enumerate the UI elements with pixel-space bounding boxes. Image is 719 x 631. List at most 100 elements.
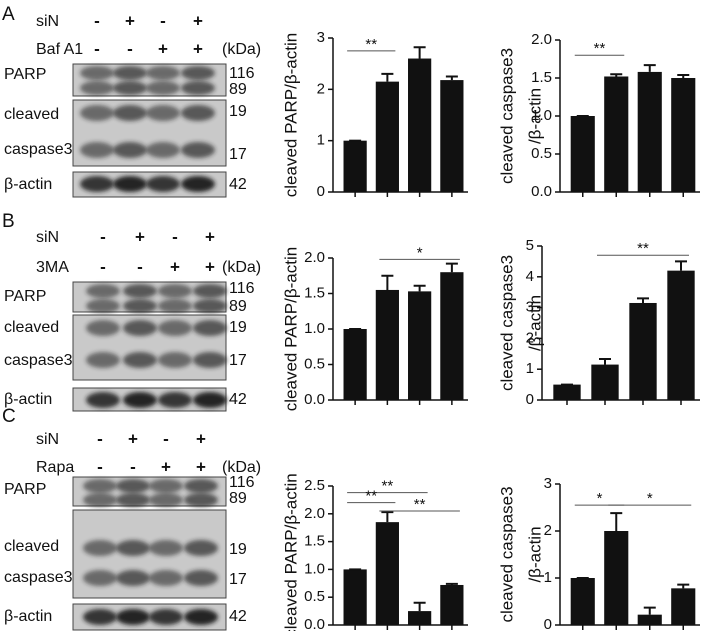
panel-letter: A [2,4,15,25]
kda-value: 17 [229,352,247,369]
treatment-sign: + [128,429,138,448]
bar [604,531,629,625]
significance-label: ** [594,40,606,57]
bar [440,272,464,400]
blot-band [80,81,114,95]
significance-label: * [647,490,653,507]
blot-band [123,284,157,298]
significance-label: * [417,244,423,261]
band-label: caspase3 [4,569,73,586]
kda-value: 42 [229,608,247,625]
treatment-label: siN [36,431,59,448]
blot-band [158,299,192,313]
error-bar [413,601,426,612]
kda-value: 116 [229,280,255,297]
blot-band [193,392,227,408]
treatment-sign: - [160,11,166,30]
significance-label: ** [365,36,377,53]
band-label: cleaved [4,106,59,123]
blot-band [149,540,183,556]
blot-band [113,176,147,192]
blot-band [113,66,147,80]
bar [591,364,619,400]
kda-unit: (kDa) [222,459,261,476]
y-tick-label: 2 [317,80,325,97]
error-bar [637,297,649,303]
blot-band [83,609,117,625]
blot-band [86,284,120,298]
blot-band [149,479,183,493]
blot-band [116,609,150,625]
bar [375,289,399,400]
treatment-sign: - [100,257,106,276]
kda-value: 116 [229,65,255,82]
y-axis-label: cleaved caspase3 [497,255,516,391]
treatment-sign: - [127,39,133,58]
error-bar [445,75,458,81]
band-label: β-actin [4,176,52,193]
error-bar [599,358,611,365]
blot-band [158,352,192,368]
blot-band [181,105,215,121]
blot-band [184,570,218,586]
y-tick-label: 0 [526,391,534,408]
bar [408,611,432,625]
blot-band [86,320,120,336]
kda-value: 19 [229,103,247,120]
band-label: PARP [4,288,46,305]
error-bar [675,260,687,271]
treatment-sign: + [170,257,180,276]
y-tick-label: 2 [526,329,534,346]
error-bar [381,274,394,290]
blot-band [158,284,192,298]
blot-band [181,142,215,158]
blot-band [83,570,117,586]
blot-band [193,299,227,313]
y-axis-label: cleaved PARP/β-actin [281,473,300,631]
blot-band [184,479,218,493]
error-bar [643,64,656,72]
blot-band [123,320,157,336]
kda-value: 89 [229,490,247,507]
kda-unit: (kDa) [222,259,261,276]
blot-band [181,81,215,95]
y-tick-label: 3 [526,299,534,316]
y-axis-label: cleaved caspase3 [497,486,516,622]
blot-band [83,540,117,556]
bar [570,578,595,625]
bar [637,71,662,192]
blot-band [158,392,192,408]
y-tick-label: 2.0 [304,505,325,522]
significance-label: ** [414,496,426,513]
y-tick-label: 1 [544,569,552,586]
treatment-sign: - [94,11,100,30]
kda-value: 19 [229,541,247,558]
error-bar [610,73,623,77]
blot-band [116,479,150,493]
treatment-sign: + [205,227,215,246]
y-tick-label: 4 [526,268,534,285]
treatment-sign: + [193,11,203,30]
blot-band [158,320,192,336]
bar [570,116,595,192]
blot-band [113,81,147,95]
bar [637,614,662,625]
band-label: cleaved [4,319,59,336]
band-label: cleaved [4,538,59,555]
y-axis-label: /β-actin [525,88,544,144]
significance-label: ** [365,488,377,505]
blot-band [123,352,157,368]
panel-letter: B [2,211,15,232]
blot-band [149,493,183,507]
blot-band [146,105,180,121]
y-tick-label: 2 [544,522,552,539]
y-tick-label: 2.0 [304,249,325,266]
blot-band [146,81,180,95]
y-tick-label: 1.0 [304,560,325,577]
blot-band [80,142,114,158]
blot-band [123,392,157,408]
y-tick-label: 3 [544,475,552,492]
significance-label: ** [382,478,394,495]
blot-band [181,66,215,80]
